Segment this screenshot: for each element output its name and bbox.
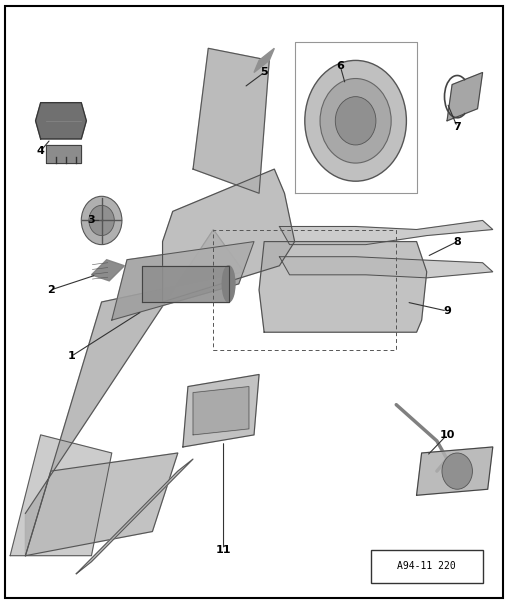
Text: 5: 5 [260, 68, 268, 77]
Circle shape [81, 196, 122, 245]
Polygon shape [46, 145, 81, 163]
Polygon shape [25, 453, 178, 556]
Polygon shape [254, 48, 274, 72]
Polygon shape [36, 103, 86, 139]
Circle shape [442, 453, 472, 489]
Polygon shape [279, 257, 493, 278]
Polygon shape [447, 72, 483, 121]
Ellipse shape [223, 266, 235, 302]
Text: A94-11 220: A94-11 220 [397, 561, 456, 571]
Circle shape [335, 97, 376, 145]
Polygon shape [142, 266, 229, 302]
Text: 11: 11 [216, 545, 231, 554]
Text: 6: 6 [336, 62, 344, 71]
Text: 7: 7 [453, 122, 461, 132]
Text: 9: 9 [443, 306, 451, 316]
Polygon shape [91, 260, 124, 281]
FancyBboxPatch shape [371, 550, 483, 583]
Polygon shape [193, 387, 249, 435]
Polygon shape [259, 242, 427, 332]
Polygon shape [279, 220, 493, 245]
Polygon shape [193, 48, 269, 193]
Polygon shape [76, 459, 193, 574]
Text: 8: 8 [453, 237, 461, 246]
Text: 4: 4 [37, 146, 45, 156]
Circle shape [320, 79, 391, 163]
Polygon shape [417, 447, 493, 495]
Polygon shape [25, 230, 244, 556]
Polygon shape [10, 435, 112, 556]
Text: 10: 10 [439, 430, 455, 440]
Text: 3: 3 [87, 216, 96, 225]
Text: 1: 1 [67, 352, 75, 361]
Circle shape [305, 60, 406, 181]
Polygon shape [163, 169, 295, 302]
Polygon shape [183, 374, 259, 447]
Polygon shape [112, 242, 254, 320]
Circle shape [89, 205, 114, 236]
Text: 2: 2 [47, 285, 55, 295]
